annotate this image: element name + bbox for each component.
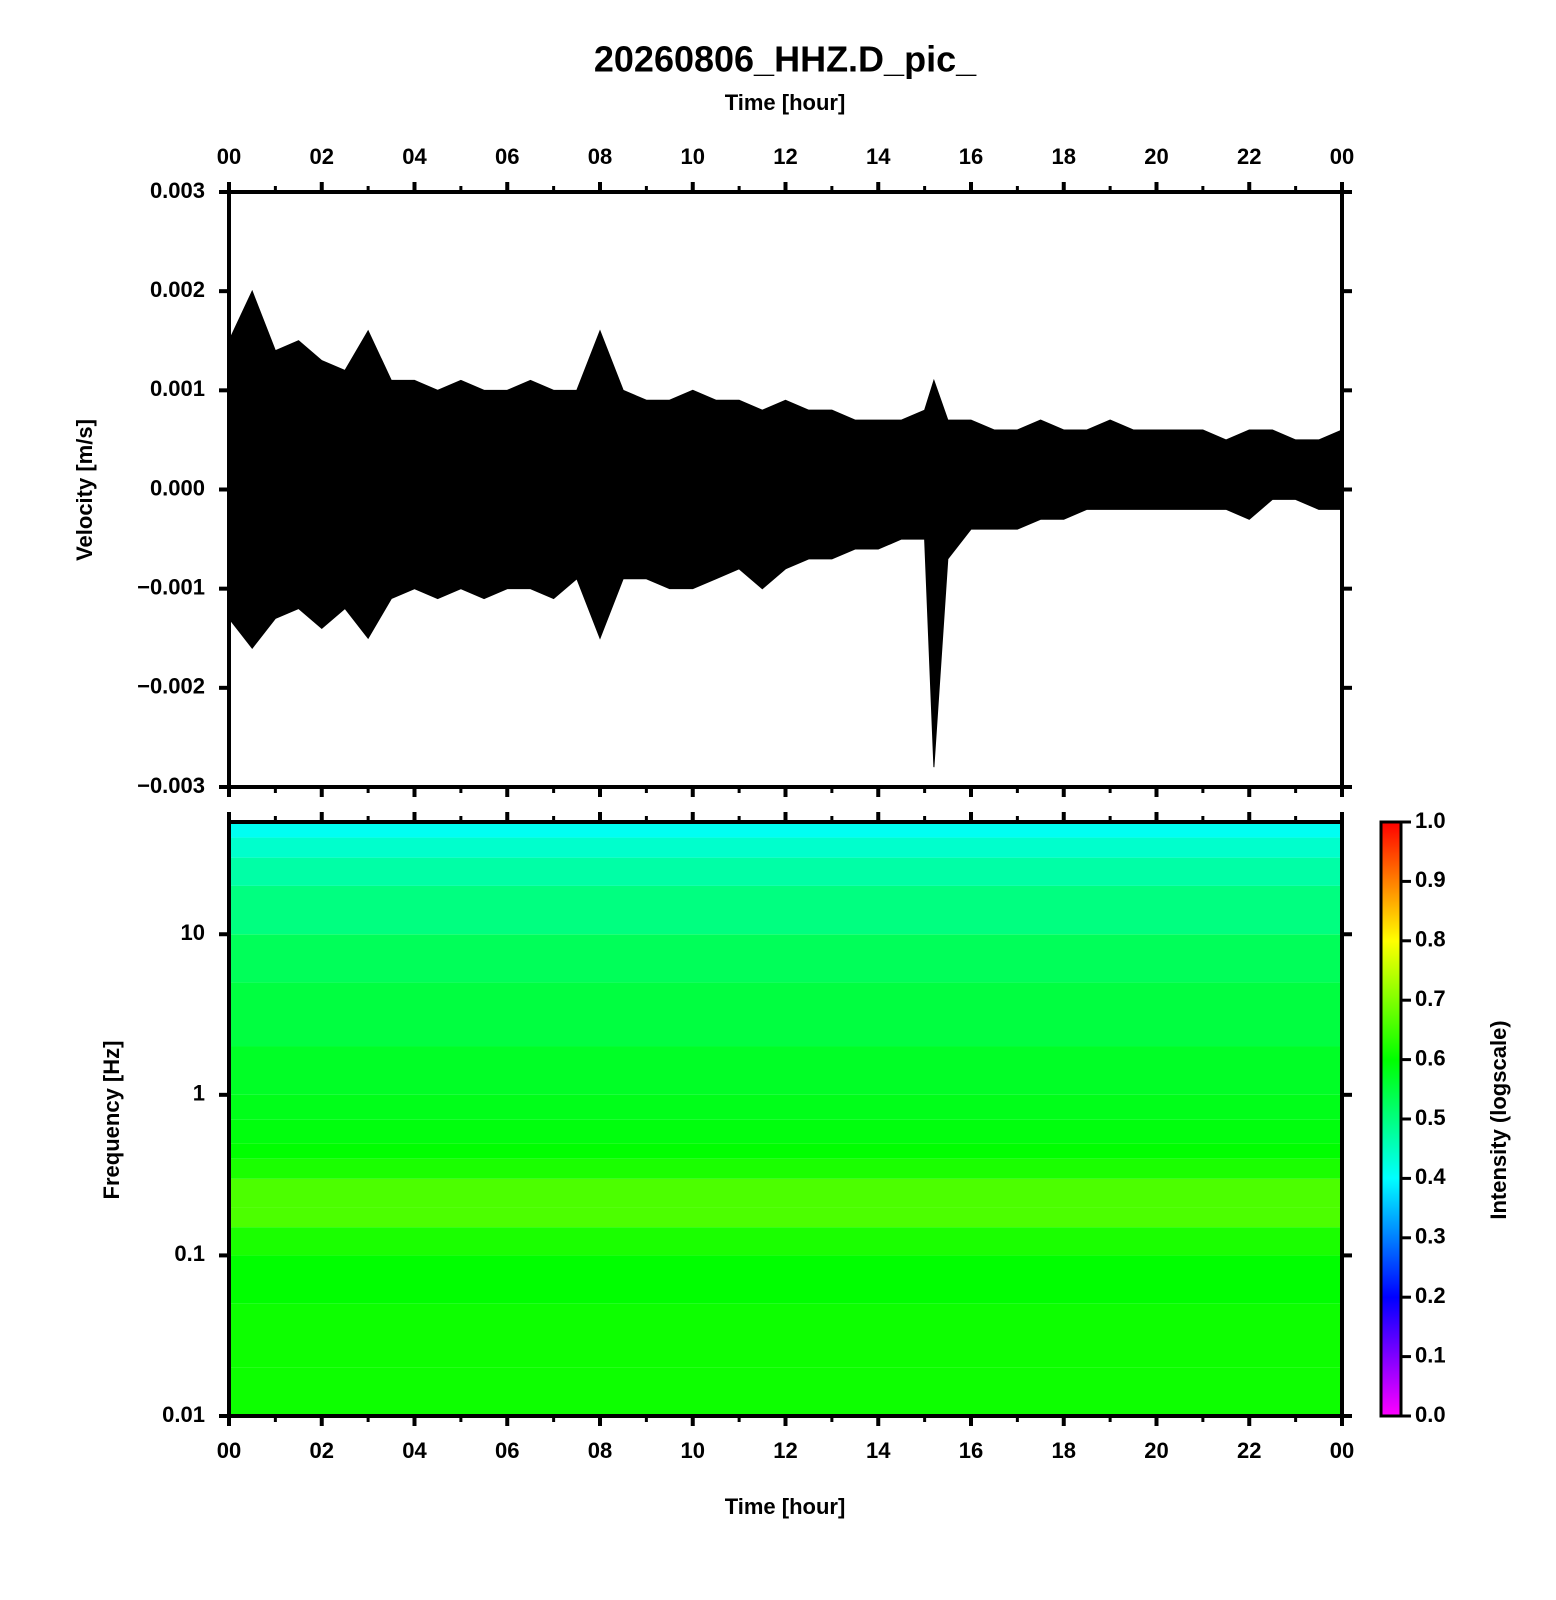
colorbar-tick-label: 0.1: [1415, 1342, 1446, 1367]
spectrogram-band: [229, 1207, 1342, 1228]
spectrogram-band: [229, 1143, 1342, 1159]
x-tick-label: 14: [866, 144, 891, 169]
x-tick-label: 14: [866, 1438, 891, 1463]
y-tick-label: 0.1: [174, 1241, 205, 1266]
spectrogram-band: [229, 885, 1342, 935]
y-tick-label: 0.01: [162, 1402, 205, 1427]
x-tick-label: 20: [1144, 1438, 1168, 1463]
x-tick-label: 12: [773, 1438, 797, 1463]
x-tick-label: 00: [217, 144, 241, 169]
x-tick-label: 06: [495, 1438, 519, 1463]
x-tick-label: 16: [959, 144, 983, 169]
x-tick-label: 04: [402, 144, 427, 169]
spectrogram-band: [229, 1367, 1342, 1416]
y-tick-label: −0.001: [137, 574, 205, 599]
x-tick-label: 12: [773, 144, 797, 169]
spectrogram-band: [229, 837, 1342, 858]
x-tick-label: 22: [1237, 1438, 1261, 1463]
waveform-area: [228, 289, 1343, 490]
y-tick-label: −0.003: [137, 773, 205, 798]
x-tick-label: 20: [1144, 144, 1168, 169]
x-tick-label: 02: [310, 1438, 334, 1463]
waveform-area: [228, 489, 1343, 768]
colorbar-tick-label: 0.8: [1415, 927, 1446, 952]
x-tick-label: 06: [495, 144, 519, 169]
spectrogram-band: [229, 934, 1342, 983]
x-tick-label: 18: [1052, 144, 1076, 169]
colorbar-tick-label: 0.0: [1415, 1402, 1446, 1427]
colorbar: [1379, 820, 1403, 1418]
colorbar-tick-label: 0.2: [1415, 1283, 1446, 1308]
spectrogram-band: [229, 857, 1342, 886]
colorbar-label: Intensity (logscale): [1486, 1020, 1511, 1219]
x-tick-label: 00: [1330, 1438, 1354, 1463]
chart-title: 20260806_HHZ.D_pic_: [594, 39, 977, 80]
y-tick-label: 0.002: [150, 277, 205, 302]
y-tick-label: 0.001: [150, 376, 205, 401]
y-tick-label: 1: [193, 1081, 205, 1106]
spectrogram-band: [229, 1158, 1342, 1179]
spectrogram-band: [229, 982, 1342, 1047]
spectrogram-band: [229, 1046, 1342, 1095]
y-axis-label: Velocity [m/s]: [72, 419, 97, 561]
x-axis-label: Time [hour]: [725, 1494, 846, 1519]
spectrogram-band: [229, 1119, 1342, 1144]
x-tick-label: 02: [310, 144, 334, 169]
y-axis-label: Frequency [Hz]: [99, 1041, 124, 1200]
x-axis-label: Time [hour]: [725, 90, 846, 115]
colorbar-tick-label: 0.7: [1415, 986, 1446, 1011]
x-tick-label: 16: [959, 1438, 983, 1463]
x-tick-label: 08: [588, 1438, 612, 1463]
colorbar-tick-label: 1.0: [1415, 808, 1446, 833]
x-tick-label: 00: [217, 1438, 241, 1463]
y-tick-label: −0.002: [137, 674, 205, 699]
x-tick-label: 10: [681, 1438, 705, 1463]
x-tick-label: 10: [681, 144, 705, 169]
colorbar-tick-label: 0.3: [1415, 1224, 1446, 1249]
spectrogram-band: [229, 822, 1342, 838]
x-tick-label: 18: [1052, 1438, 1076, 1463]
y-tick-label: 0.000: [150, 475, 205, 500]
y-tick-label: 0.003: [150, 178, 205, 203]
colorbar-tick-label: 0.4: [1415, 1164, 1446, 1189]
spectrogram-band: [229, 1255, 1342, 1304]
x-tick-label: 00: [1330, 144, 1354, 169]
colorbar-tick-label: 0.9: [1415, 867, 1446, 892]
x-tick-label: 22: [1237, 144, 1261, 169]
spectrogram-band: [229, 1094, 1342, 1120]
spectrogram-band: [229, 1303, 1342, 1368]
spectrogram-band: [229, 1178, 1342, 1208]
colorbar-tick-label: 0.6: [1415, 1045, 1446, 1070]
spectrogram-band: [229, 1227, 1342, 1256]
y-tick-label: 10: [181, 920, 205, 945]
colorbar-tick-label: 0.5: [1415, 1105, 1446, 1130]
x-tick-label: 04: [402, 1438, 427, 1463]
x-tick-label: 08: [588, 144, 612, 169]
